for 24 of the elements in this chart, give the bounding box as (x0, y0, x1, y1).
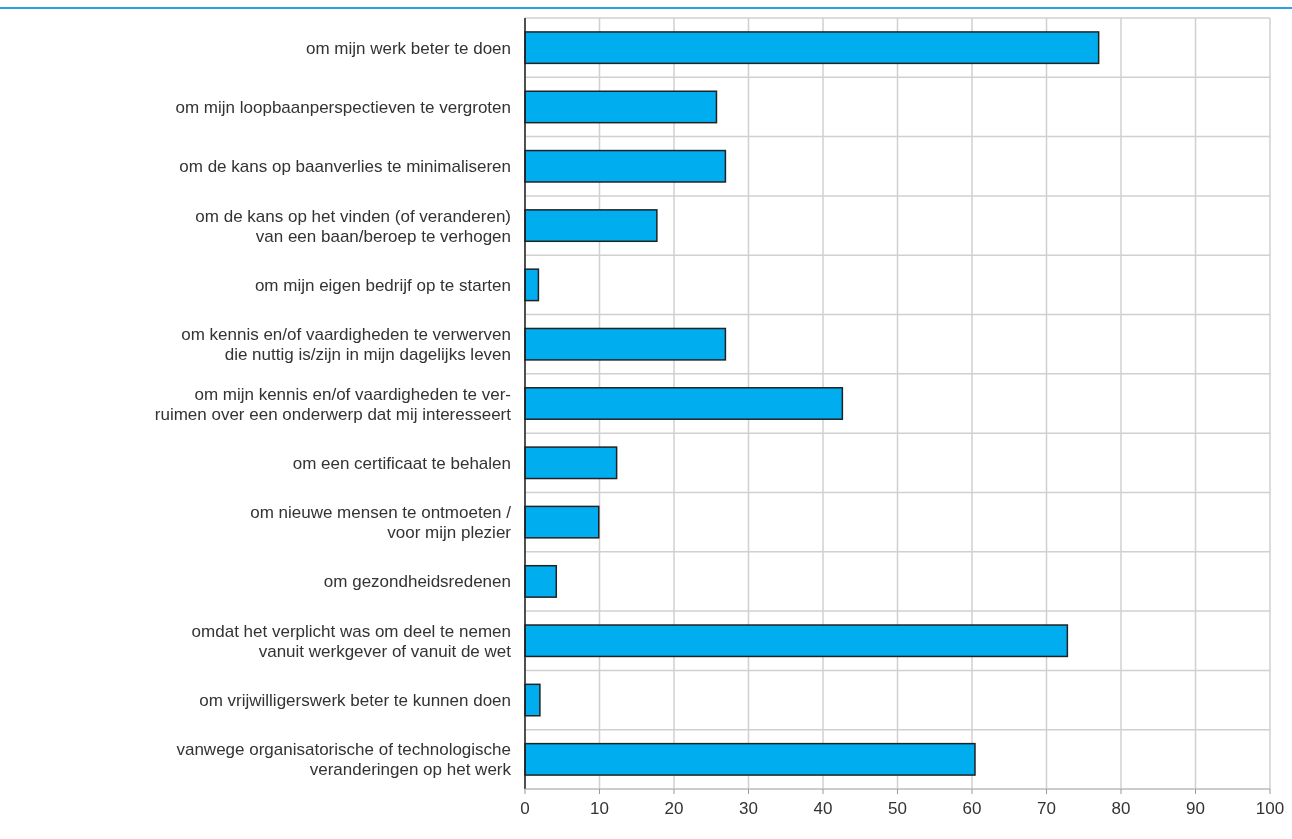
y-tick-label: om kennis en/of vaardigheden te verwerven die nuttig is/zijn in mijn dagelijks leven (181, 325, 511, 365)
x-tick-label: 100 (1255, 799, 1285, 818)
x-tick-label: 60 (962, 799, 982, 818)
x-tick-label: 90 (1186, 799, 1205, 818)
x-tick-label: 20 (664, 799, 684, 818)
x-tick-label: 70 (1037, 799, 1056, 818)
x-tick-label: 30 (739, 799, 758, 818)
x-tick-label: 50 (888, 799, 907, 818)
y-tick-label: om mijn kennis en/of vaardigheden te ver- ruimen over een onderwerp dat mij interesseert (154, 384, 512, 424)
y-tick-label: om mijn eigen bedrijf op te starten (254, 275, 511, 295)
y-tick-label: om vrijwilligerswerk beter te kunnen doen (199, 691, 511, 711)
x-tick-label: 40 (813, 799, 833, 818)
y-tick-label: om de kans op baanverlies te minimaliseren (179, 157, 511, 177)
x-tick-label: 10 (590, 799, 609, 818)
y-tick-label: om nieuwe mensen te ontmoeten / voor mijn plezier (250, 503, 512, 543)
y-tick-label: om een certificaat te behalen (292, 453, 511, 473)
y-tick-label: om mijn loopbaanperspectieven te vergroten (175, 97, 511, 117)
y-tick-label: om mijn werk beter te doen (305, 38, 511, 58)
y-tick-label: vanwege organisatorische of technologische veranderingen op het werk (176, 740, 512, 780)
y-tick-label: om gezondheidsredenen (323, 572, 511, 592)
x-tick-label: 80 (1111, 799, 1131, 818)
x-tick-label: 0 (520, 799, 530, 818)
y-tick-label: omdat het verplicht was om deel te nemen vanuit werkgever of vanuit de wet (191, 621, 512, 661)
y-tick-label: om de kans op het vinden (of veranderen) van een baan/beroep te verhogen (195, 206, 511, 246)
